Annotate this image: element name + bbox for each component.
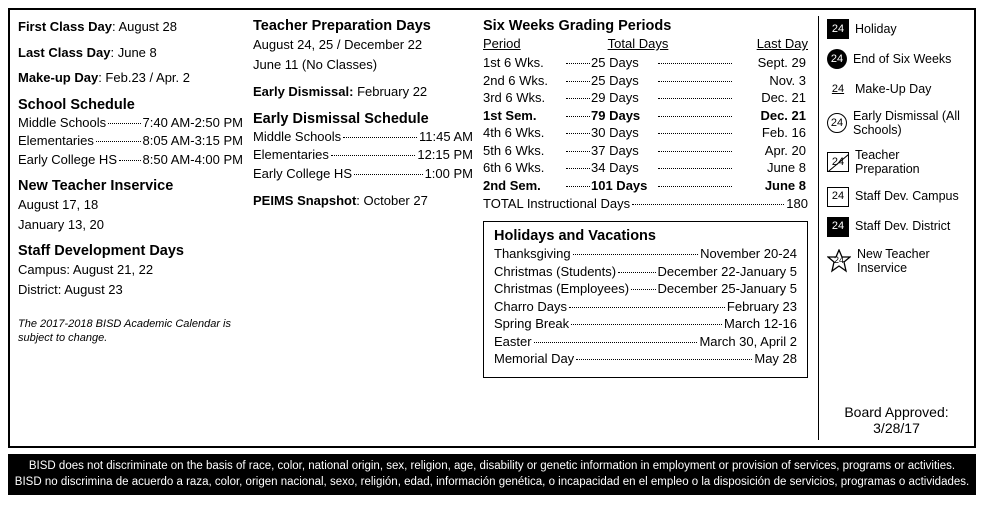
holiday-row: EasterMarch 30, April 2 bbox=[494, 334, 797, 349]
staff-dev-title: Staff Development Days bbox=[18, 243, 243, 259]
staff-dev-district-icon: 24 bbox=[827, 217, 849, 237]
makeup-value: : Feb.23 / Apr. 2 bbox=[98, 70, 190, 85]
row: Elementaries12:15 PM bbox=[253, 146, 473, 164]
early-dismissal-icon: 24 bbox=[827, 113, 847, 133]
grading-rows: 1st 6 Wks. 25 Days Sept. 29 2nd 6 Wks. 2… bbox=[483, 54, 808, 194]
early-dismiss-sched-title: Early Dismissal Schedule bbox=[253, 111, 473, 127]
holiday-rows: ThanksgivingNovember 20-24 Christmas (Stu… bbox=[494, 246, 797, 366]
legend-label: Staff Dev. Campus bbox=[855, 189, 959, 203]
last-class-label: Last Class Day bbox=[18, 45, 111, 60]
holiday-row: ThanksgivingNovember 20-24 bbox=[494, 246, 797, 261]
school-schedule-list: Middle Schools7:40 AM-2:50 PMElementarie… bbox=[18, 114, 243, 169]
legend-row: 24 Make-Up Day bbox=[827, 79, 966, 99]
staff-dev-line1: Campus: August 21, 22 bbox=[18, 261, 243, 279]
new-teacher-title: New Teacher Inservice bbox=[18, 178, 243, 194]
holiday-row: Christmas (Students)December 22-January … bbox=[494, 264, 797, 279]
tp-line1: August 24, 25 / December 22 bbox=[253, 36, 473, 54]
row: Elementaries8:05 AM-3:15 PM bbox=[18, 132, 243, 150]
calendar-info-panel: First Class Day: August 28 Last Class Da… bbox=[8, 8, 976, 448]
holiday-row: Charro DaysFebruary 23 bbox=[494, 299, 797, 314]
grading-headers: Period Total Days Last Day bbox=[483, 36, 808, 51]
footnote: The 2017-2018 BISD Academic Calendar is … bbox=[18, 318, 243, 344]
staff-dev-line2: District: August 23 bbox=[18, 281, 243, 299]
teacher-prep-icon: 24 bbox=[827, 152, 849, 172]
legend-row: 24 New Teacher Inservice bbox=[827, 247, 966, 276]
holiday-row: Christmas (Employees)December 25-January… bbox=[494, 281, 797, 296]
legend-row: 24 Holiday bbox=[827, 19, 966, 39]
column-main: Six Weeks Grading Periods Period Total D… bbox=[483, 16, 808, 440]
last-class-value: : June 8 bbox=[111, 45, 157, 60]
disclaimer-en: BISD does not discriminate on the basis … bbox=[14, 459, 970, 475]
board-approved: Board Approved: 3/28/17 bbox=[827, 404, 966, 440]
holiday-icon: 24 bbox=[827, 19, 849, 39]
school-schedule-title: School Schedule bbox=[18, 97, 243, 113]
hdr-days: Total Days bbox=[588, 36, 688, 51]
peims-label: PEIMS Snapshot bbox=[253, 193, 356, 208]
first-class-label: First Class Day bbox=[18, 19, 112, 34]
total-label: TOTAL Instructional Days bbox=[483, 195, 630, 213]
new-teacher-line2: January 13, 20 bbox=[18, 216, 243, 234]
legend-label: Holiday bbox=[855, 22, 897, 36]
column-left: First Class Day: August 28 Last Class Da… bbox=[18, 16, 243, 440]
legend-row: 24 Staff Dev. District bbox=[827, 217, 966, 237]
early-dismiss-value: February 22 bbox=[353, 84, 427, 99]
legend-column: 24 Holiday 24 End of Six Weeks 24 Make-U… bbox=[818, 16, 966, 440]
holiday-row: Spring BreakMarch 12-16 bbox=[494, 316, 797, 331]
legend-label: Make-Up Day bbox=[855, 82, 931, 96]
new-teacher-icon: 24 bbox=[827, 249, 851, 273]
legend-row: 24 End of Six Weeks bbox=[827, 49, 966, 69]
peims-value: : October 27 bbox=[356, 193, 428, 208]
column-mid-left: Teacher Preparation Days August 24, 25 /… bbox=[253, 16, 473, 440]
grading-row: 4th 6 Wks. 30 Days Feb. 16 bbox=[483, 124, 808, 142]
legend-row: 24 Staff Dev. Campus bbox=[827, 187, 966, 207]
staff-dev-campus-icon: 24 bbox=[827, 187, 849, 207]
new-teacher-line1: August 17, 18 bbox=[18, 196, 243, 214]
dismiss-schedule-list: Middle Schools11:45 AMElementaries12:15 … bbox=[253, 128, 473, 183]
row: Early College HS1:00 PM bbox=[253, 165, 473, 183]
hdr-period: Period bbox=[483, 36, 588, 51]
board-label: Board Approved: bbox=[827, 404, 966, 420]
row: Early College HS8:50 AM-4:00 PM bbox=[18, 151, 243, 169]
legend-rows: 24 Holiday 24 End of Six Weeks 24 Make-U… bbox=[827, 16, 966, 285]
hdr-last: Last Day bbox=[688, 36, 808, 51]
holiday-row: Memorial DayMay 28 bbox=[494, 351, 797, 366]
grading-row: 1st Sem. 79 Days Dec. 21 bbox=[483, 107, 808, 125]
grading-title: Six Weeks Grading Periods bbox=[483, 18, 808, 34]
grading-row: 6th 6 Wks. 34 Days June 8 bbox=[483, 159, 808, 177]
total-value: 180 bbox=[786, 195, 808, 213]
grading-row: 3rd 6 Wks. 29 Days Dec. 21 bbox=[483, 89, 808, 107]
row: Middle Schools11:45 AM bbox=[253, 128, 473, 146]
legend-label: Staff Dev. District bbox=[855, 219, 950, 233]
grading-row: 2nd 6 Wks. 25 Days Nov. 3 bbox=[483, 72, 808, 90]
nondiscrimination-bar: BISD does not discriminate on the basis … bbox=[8, 454, 976, 495]
teacher-prep-title: Teacher Preparation Days bbox=[253, 18, 473, 34]
legend-row: 24 Early Dismissal (All Schools) bbox=[827, 109, 966, 138]
first-class-value: : August 28 bbox=[112, 19, 177, 34]
legend-label: Teacher Preparation bbox=[855, 148, 966, 177]
holidays-title: Holidays and Vacations bbox=[494, 228, 797, 244]
legend-label: End of Six Weeks bbox=[853, 52, 951, 66]
grading-row: 2nd Sem. 101 Days June 8 bbox=[483, 177, 808, 195]
board-date: 3/28/17 bbox=[827, 420, 966, 436]
early-dismiss-label: Early Dismissal: bbox=[253, 84, 353, 99]
end-six-weeks-icon: 24 bbox=[827, 49, 847, 69]
holidays-box: Holidays and Vacations ThanksgivingNovem… bbox=[483, 221, 808, 378]
grading-total-row: TOTAL Instructional Days 180 bbox=[483, 195, 808, 213]
grading-row: 5th 6 Wks. 37 Days Apr. 20 bbox=[483, 142, 808, 160]
legend-label: Early Dismissal (All Schools) bbox=[853, 109, 966, 138]
grading-row: 1st 6 Wks. 25 Days Sept. 29 bbox=[483, 54, 808, 72]
makeup-icon: 24 bbox=[827, 79, 849, 99]
makeup-label: Make-up Day bbox=[18, 70, 98, 85]
legend-label: New Teacher Inservice bbox=[857, 247, 966, 276]
disclaimer-es: BISD no discrimina de acuerdo a raza, co… bbox=[14, 475, 970, 491]
tp-line2: June 11 (No Classes) bbox=[253, 56, 473, 74]
row: Middle Schools7:40 AM-2:50 PM bbox=[18, 114, 243, 132]
legend-row: 24 Teacher Preparation bbox=[827, 148, 966, 177]
